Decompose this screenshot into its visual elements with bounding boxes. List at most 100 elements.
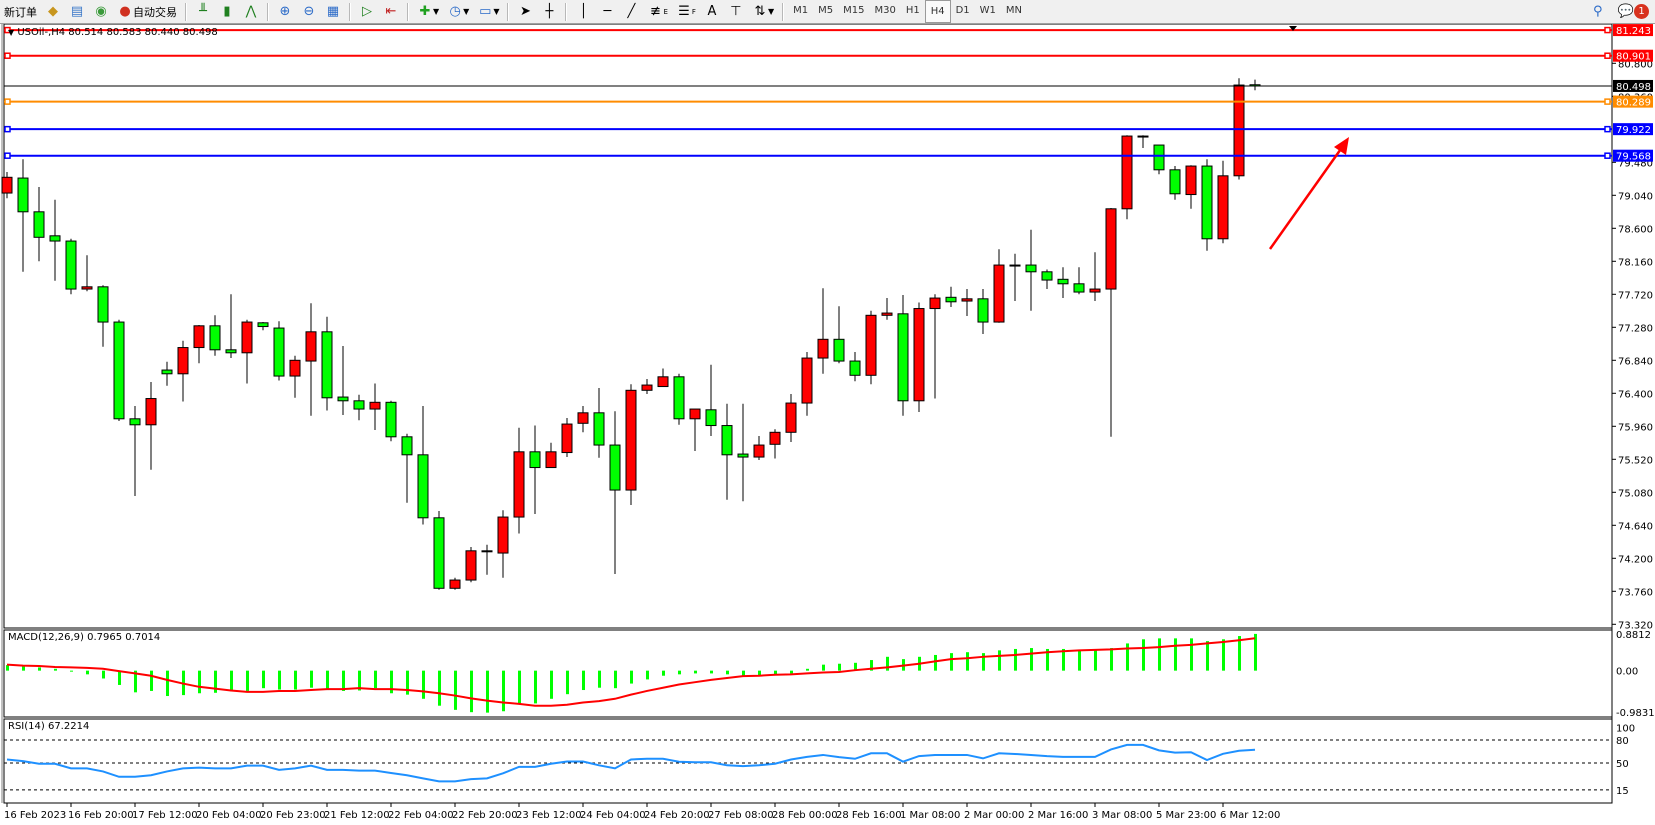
- candle: [241, 321, 253, 354]
- line-handle[interactable]: [1604, 26, 1611, 34]
- new-order-button[interactable]: 新订单: [1, 1, 40, 22]
- templates-button[interactable]: ▭ ▼: [474, 1, 502, 22]
- time-label: 16 Feb 20:00: [68, 810, 134, 821]
- timeframe-m15[interactable]: M15: [843, 5, 865, 16]
- divider: [407, 2, 409, 21]
- timeframe-h4[interactable]: H4: [924, 0, 951, 23]
- collapse-icon[interactable]: ▼: [8, 28, 15, 37]
- channel-tool[interactable]: ≢ E: [644, 1, 670, 22]
- candle: [881, 312, 893, 316]
- macd-histogram-bar: [1142, 639, 1145, 671]
- price-label: 80.289: [1616, 98, 1651, 109]
- macd-histogram-bar: [566, 670, 569, 695]
- macd-histogram-bar: [1238, 636, 1241, 671]
- main-panel: [3, 23, 1613, 629]
- new-order-label: 新订单: [4, 5, 37, 19]
- arrows-tool[interactable]: ⇅ ▼: [749, 1, 777, 22]
- timeframe-mn[interactable]: MN: [1005, 5, 1023, 16]
- notification-badge: 1: [1634, 4, 1649, 19]
- line-handle[interactable]: [1604, 125, 1611, 133]
- bar-chart-button[interactable]: ╨: [192, 1, 214, 22]
- text-tool[interactable]: A: [701, 1, 723, 22]
- notifications-button[interactable]: 💬 1: [1618, 4, 1649, 19]
- macd-histogram-bar: [518, 670, 521, 705]
- timeframe-d1[interactable]: D1: [955, 5, 970, 16]
- candle: [433, 517, 445, 589]
- price-tick-label: 77.280: [1618, 323, 1653, 334]
- macd-histogram-bar: [390, 670, 393, 694]
- macd-histogram-bar: [6, 665, 9, 671]
- fibonacci-letter: F: [691, 7, 696, 16]
- rsi-scale-label: 80: [1616, 736, 1629, 747]
- timeframe-m1[interactable]: M1: [793, 5, 809, 16]
- tile-windows-button[interactable]: ▦: [322, 1, 344, 22]
- line-handle[interactable]: [4, 26, 11, 34]
- crosshair-tool[interactable]: ┼: [538, 1, 560, 22]
- line-handle[interactable]: [1604, 52, 1611, 59]
- candle: [33, 211, 45, 238]
- candle: [465, 550, 477, 581]
- price-label-box: [1613, 149, 1653, 162]
- candle: [1, 176, 13, 194]
- search-icon[interactable]: ⚲: [1593, 3, 1603, 19]
- text-label-tool[interactable]: ⊤: [725, 1, 747, 22]
- divider: [267, 2, 269, 21]
- right-tools: ⚲ 💬 1: [1590, 0, 1649, 23]
- macd-histogram-bar: [214, 670, 217, 693]
- horizontal-line-tool[interactable]: ─: [596, 1, 618, 22]
- terminal-button[interactable]: ▤: [66, 1, 88, 22]
- price-label: 81.243: [1616, 26, 1651, 37]
- signals-button[interactable]: ◉: [90, 1, 112, 22]
- macd-histogram-bar: [710, 670, 713, 674]
- chart-shift-button[interactable]: ⇤: [380, 1, 402, 22]
- macd-scale-label: 0.00: [1616, 667, 1638, 678]
- macd-histogram-bar: [374, 670, 377, 689]
- macd-histogram-bar: [1174, 638, 1177, 671]
- line-handle[interactable]: [1604, 152, 1611, 159]
- macd-histogram-bar: [646, 670, 649, 680]
- chart-shift-marker-icon[interactable]: [1289, 26, 1297, 31]
- fibonacci-tool[interactable]: ☰ F: [673, 1, 699, 22]
- candle: [1089, 288, 1101, 293]
- indicators-button[interactable]: ✚ ▼: [414, 1, 442, 22]
- periods-button[interactable]: ◷ ▼: [444, 1, 472, 22]
- line-handle[interactable]: [1604, 98, 1611, 105]
- price-tick-label: 74.640: [1618, 521, 1653, 532]
- zoom-out-button[interactable]: ⊖: [298, 1, 320, 22]
- candle-chart-button[interactable]: ▮: [216, 1, 238, 22]
- macd-histogram-bar: [614, 670, 617, 689]
- line-handle[interactable]: [4, 152, 11, 159]
- line-chart-button[interactable]: ⋀: [240, 1, 262, 22]
- vertical-line-tool[interactable]: │: [572, 1, 594, 22]
- macd-histogram-bar: [22, 666, 25, 671]
- trendline-tool[interactable]: ╱: [620, 1, 642, 22]
- candle: [161, 369, 173, 375]
- macd-histogram-bar: [870, 660, 873, 671]
- line-handle[interactable]: [4, 52, 11, 59]
- macd-histogram-bar: [886, 656, 889, 671]
- candle: [305, 331, 317, 362]
- timeframe-m5[interactable]: M5: [818, 5, 834, 16]
- zoom-in-button[interactable]: ⊕: [274, 1, 296, 22]
- timeframe-m30[interactable]: M30: [874, 5, 896, 16]
- macd-histogram-bar: [422, 670, 425, 699]
- line-handle[interactable]: [4, 125, 11, 133]
- metaeditor-button[interactable]: ◆: [42, 1, 64, 22]
- macd-histogram-bar: [534, 670, 537, 704]
- arrow-line[interactable]: [1268, 145, 1345, 250]
- macd-histogram-bar: [342, 670, 345, 691]
- time-label: 27 Feb 08:00: [708, 810, 774, 821]
- candle: [977, 298, 989, 323]
- auto-trading-button[interactable]: ● 自动交易: [114, 1, 180, 22]
- timeframe-w1[interactable]: W1: [979, 5, 996, 16]
- line-handle[interactable]: [4, 98, 11, 105]
- candle: [145, 398, 157, 426]
- timeframe-h1[interactable]: H1: [905, 5, 920, 16]
- candle: [1105, 208, 1117, 290]
- macd-histogram-bar: [278, 670, 281, 690]
- autoscroll-button[interactable]: ▷: [356, 1, 378, 22]
- candle: [257, 322, 269, 328]
- candle: [401, 436, 413, 456]
- cursor-tool[interactable]: ➤: [514, 1, 536, 22]
